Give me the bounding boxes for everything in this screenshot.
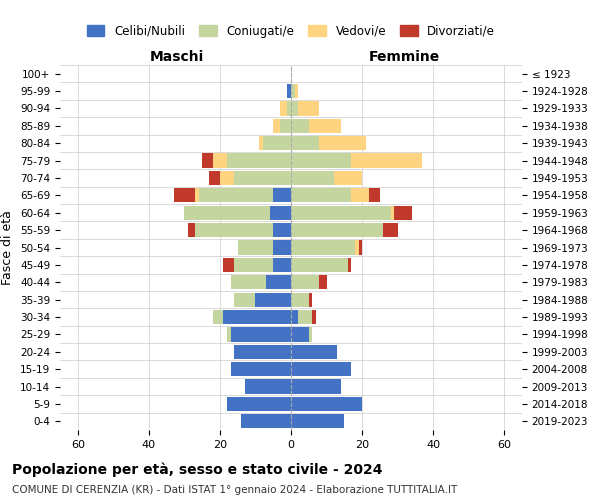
Bar (291, 344, 337, 359)
Bar (291, 380, 341, 394)
Bar (291, 223, 383, 237)
Bar (241, 414, 291, 428)
Bar (230, 275, 266, 289)
Bar (234, 344, 291, 359)
Bar (184, 206, 269, 220)
Bar (291, 328, 309, 342)
Bar (263, 136, 291, 150)
Bar (291, 362, 352, 376)
Bar (291, 102, 298, 116)
Bar (291, 188, 352, 202)
Bar (291, 206, 391, 220)
Bar (273, 258, 291, 272)
Bar (273, 223, 291, 237)
Bar (269, 206, 291, 220)
Bar (319, 136, 365, 150)
Bar (223, 310, 291, 324)
Bar (213, 310, 223, 324)
Bar (355, 240, 359, 254)
Bar (298, 102, 319, 116)
Bar (227, 397, 291, 411)
Bar (369, 188, 380, 202)
Bar (195, 223, 273, 237)
Bar (291, 292, 309, 307)
Bar (291, 310, 298, 324)
Bar (394, 206, 412, 220)
Bar (230, 362, 291, 376)
Bar (298, 310, 313, 324)
Bar (291, 154, 352, 168)
Bar (234, 258, 273, 272)
Text: Maschi: Maschi (150, 50, 205, 64)
Text: COMUNE DI CERENZIA (KR) - Dati ISTAT 1° gennaio 2024 - Elaborazione TUTTITALIA.I: COMUNE DI CERENZIA (KR) - Dati ISTAT 1° … (12, 485, 457, 495)
Bar (352, 188, 369, 202)
Bar (266, 275, 291, 289)
Bar (202, 154, 213, 168)
Bar (280, 102, 287, 116)
Bar (273, 188, 291, 202)
Bar (291, 240, 355, 254)
Bar (291, 397, 362, 411)
Bar (199, 188, 273, 202)
Bar (227, 154, 291, 168)
Bar (383, 223, 398, 237)
Bar (213, 154, 227, 168)
Text: Popolazione per età, sesso e stato civile - 2024: Popolazione per età, sesso e stato civil… (12, 462, 383, 477)
Bar (273, 240, 291, 254)
Bar (319, 275, 326, 289)
Bar (174, 188, 195, 202)
Text: Femmine: Femmine (369, 50, 440, 64)
Bar (359, 240, 362, 254)
Bar (291, 258, 348, 272)
Bar (220, 171, 234, 185)
Bar (291, 414, 344, 428)
Bar (309, 292, 313, 307)
Bar (291, 118, 309, 133)
Bar (188, 223, 195, 237)
Bar (223, 258, 234, 272)
Bar (209, 171, 220, 185)
Bar (291, 84, 295, 98)
Bar (245, 380, 291, 394)
Bar (238, 240, 273, 254)
Bar (195, 188, 199, 202)
Bar (287, 84, 291, 98)
Bar (295, 84, 298, 98)
Bar (234, 292, 256, 307)
Bar (313, 310, 316, 324)
Bar (234, 171, 291, 185)
Bar (291, 275, 319, 289)
Bar (309, 118, 341, 133)
Bar (352, 154, 422, 168)
Bar (227, 328, 230, 342)
Bar (280, 118, 291, 133)
Bar (348, 258, 352, 272)
Bar (291, 136, 319, 150)
Y-axis label: Fasce di età: Fasce di età (1, 210, 14, 285)
Bar (309, 328, 313, 342)
Bar (391, 206, 394, 220)
Bar (256, 292, 291, 307)
Bar (287, 102, 291, 116)
Bar (291, 171, 334, 185)
Bar (273, 118, 280, 133)
Bar (259, 136, 263, 150)
Bar (334, 171, 362, 185)
Legend: Celibi/Nubili, Coniugati/e, Vedovi/e, Divorziati/e: Celibi/Nubili, Coniugati/e, Vedovi/e, Di… (82, 20, 500, 42)
Bar (230, 328, 291, 342)
